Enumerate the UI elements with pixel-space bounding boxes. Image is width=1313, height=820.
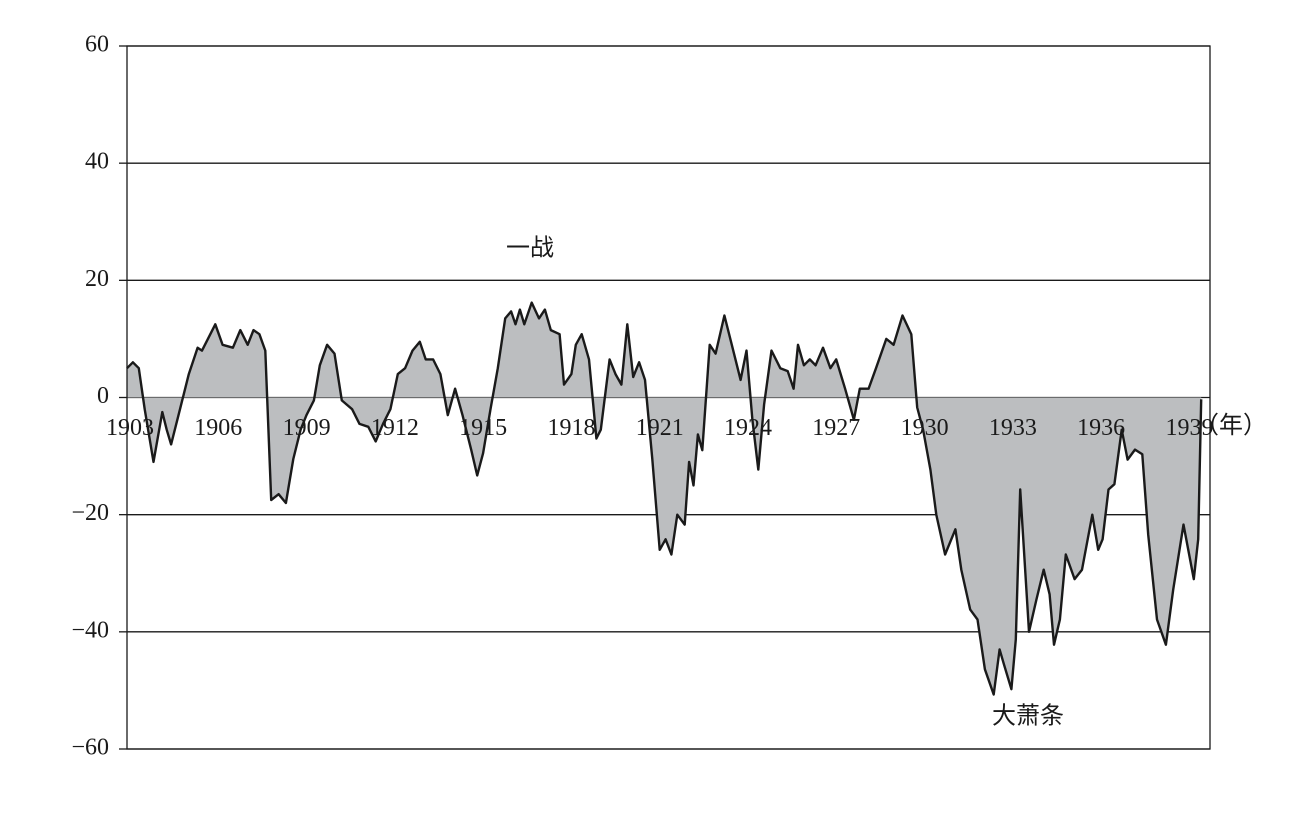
- y-tick-label: −40: [71, 617, 109, 643]
- y-tick-label: 40: [85, 149, 109, 175]
- x-tick-label: 1909: [283, 415, 331, 441]
- x-tick-label: 1924: [724, 415, 772, 441]
- x-tick-label: 1912: [371, 415, 419, 441]
- x-tick-label: 1906: [194, 415, 242, 441]
- annotation: 大萧条: [992, 703, 1064, 730]
- y-tick-label: 0: [97, 383, 109, 409]
- annotation: 一战: [506, 235, 554, 262]
- labels: −60 −40 −20 0 20 40 60 1903 1906 1909 1912 1915 1918…: [71, 32, 1267, 761]
- x-tick-label: 1921: [636, 415, 684, 441]
- y-tick-label: 20: [85, 266, 109, 292]
- x-tick-label: 1936: [1077, 415, 1125, 441]
- x-tick-label: 1933: [989, 415, 1037, 441]
- x-tick-label: 1927: [812, 415, 860, 441]
- x-tick-label: 1903: [106, 415, 154, 441]
- marks: [126, 301, 1203, 696]
- plot-frame: [126, 45, 1211, 750]
- x-tick-label: 1930: [901, 415, 949, 441]
- y-tick-label: 60: [85, 32, 109, 58]
- y-tick-label: −60: [71, 735, 109, 761]
- x-tick-label: 1918: [547, 415, 595, 441]
- line: [126, 301, 1203, 696]
- x-tick-label: 1939: [1165, 415, 1213, 441]
- x-tick-label: 1915: [459, 415, 507, 441]
- x-axis-label: （年）: [1195, 412, 1267, 439]
- y-tick-label: −20: [71, 500, 109, 526]
- area-fill: [127, 302, 1202, 695]
